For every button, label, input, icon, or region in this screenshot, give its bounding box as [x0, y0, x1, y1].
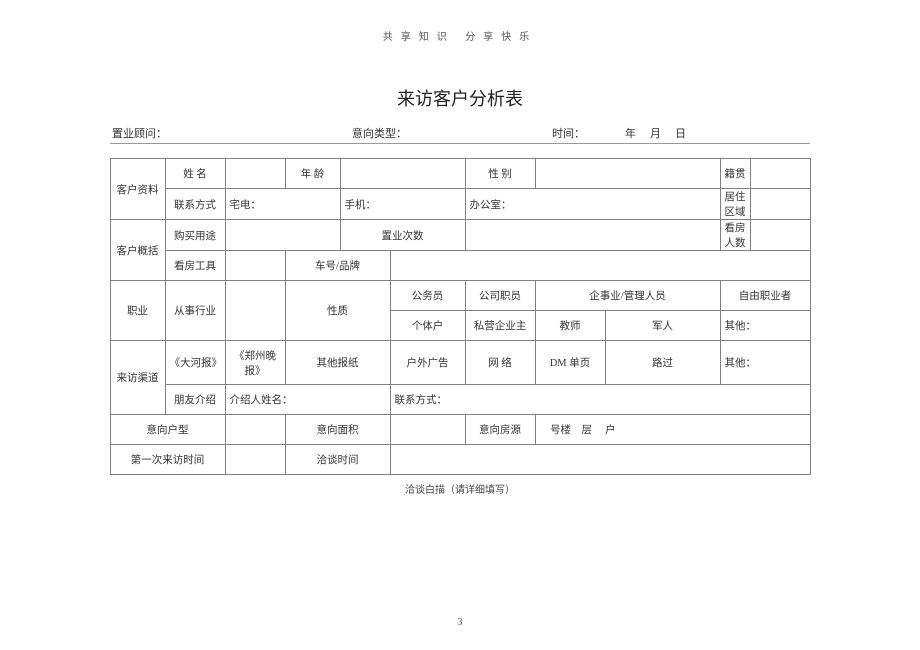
car-label: 车号/品牌 — [285, 251, 390, 281]
occ-civil: 公务员 — [390, 281, 465, 311]
ch-other-paper: 其他报纸 — [285, 341, 390, 385]
table-row: 朋友介绍 介绍人姓名： 联系方式： — [110, 385, 810, 415]
ch-net: 网 络 — [465, 341, 535, 385]
page-number: 3 — [0, 617, 920, 628]
time-rest: 年 月 日 — [625, 125, 686, 141]
type-label: 意向类型： — [352, 125, 552, 141]
viewers-value — [750, 220, 810, 251]
section-occupation: 职业 — [110, 281, 165, 341]
unit-type-label: 意向户型 — [110, 415, 225, 445]
tool-label: 看房工具 — [165, 251, 225, 281]
occ-soldier: 军人 — [605, 311, 720, 341]
source-label: 意向房源 — [465, 415, 535, 445]
table-row: 职业 从事行业 性质 公务员 公司职员 企事业/管理人员 自由职业者 — [110, 281, 810, 311]
table-row: 客户资料 姓 名 年 龄 性 别 籍贯 — [110, 159, 810, 189]
customer-analysis-table: 客户资料 姓 名 年 龄 性 别 籍贯 联系方式 宅电： 手机： 办公室： 居住… — [110, 158, 811, 475]
ch-dahe: 《大河报》 — [165, 341, 225, 385]
tool-value — [225, 251, 285, 281]
year-label: 年 — [625, 125, 636, 141]
occ-self: 个体户 — [390, 311, 465, 341]
page-title: 来访客户分析表 — [0, 85, 920, 111]
floor-label: 层 — [582, 425, 593, 436]
month-label: 月 — [650, 125, 661, 141]
table-row: 联系方式 宅电： 手机： 办公室： 居住区域 — [110, 189, 810, 220]
ch-outdoor: 户外广告 — [390, 341, 465, 385]
industry-label: 从事行业 — [165, 281, 225, 341]
first-visit-label: 第一次来访时间 — [110, 445, 225, 475]
origin-value — [750, 159, 810, 189]
times-label: 置业次数 — [340, 220, 465, 251]
sex-value — [535, 159, 720, 189]
page-header: 共享知识 分享快乐 — [0, 0, 920, 43]
car-value — [390, 251, 810, 281]
ch-passby: 路过 — [605, 341, 720, 385]
occ-enterprise: 企事业/管理人员 — [535, 281, 720, 311]
live-area-label: 居住区域 — [720, 189, 750, 220]
area-label: 意向面积 — [285, 415, 390, 445]
purpose-label: 购买用途 — [165, 220, 225, 251]
unit-type-value — [225, 415, 285, 445]
name-value — [225, 159, 285, 189]
viewers-label: 看房人数 — [720, 220, 750, 251]
ch-other: 其他： — [720, 341, 810, 385]
occ-teacher: 教师 — [535, 311, 605, 341]
slogan-text: 共享知识 分享快乐 — [383, 32, 538, 43]
age-value — [340, 159, 465, 189]
ch-friend: 朋友介绍 — [165, 385, 225, 415]
table-row: 来访渠道 《大河报》 《郑州晚报》 其他报纸 户外广告 网 络 DM 单页 路过… — [110, 341, 810, 385]
office: 办公室： — [465, 189, 720, 220]
contact-label: 联系方式 — [165, 189, 225, 220]
page-number-text: 3 — [458, 617, 463, 628]
talk-time-label: 洽谈时间 — [285, 445, 390, 475]
first-visit-value — [225, 445, 285, 475]
section-channel: 来访渠道 — [110, 341, 165, 415]
intro-contact: 联系方式： — [390, 385, 810, 415]
purpose-value — [225, 220, 340, 251]
ch-zhengzhou: 《郑州晚报》 — [225, 341, 285, 385]
origin-label: 籍贯 — [720, 159, 750, 189]
table-row: 看房工具 车号/品牌 — [110, 251, 810, 281]
intro-name: 介绍人姓名： — [225, 385, 390, 415]
section-customer-summary: 客户概括 — [110, 220, 165, 281]
source-detail: 号楼 层 户 — [535, 415, 810, 445]
time-group: 时间： 年 月 日 — [552, 125, 808, 141]
area-value — [390, 415, 465, 445]
home-tel: 宅电： — [225, 189, 340, 220]
consultant-label: 置业顾问： — [112, 125, 352, 141]
nature-label: 性质 — [285, 281, 390, 341]
unit-label: 户 — [605, 425, 616, 436]
meta-line: 置业顾问： 意向类型： 时间： 年 月 日 — [110, 125, 810, 144]
talk-time-value — [390, 445, 810, 475]
table-row: 意向户型 意向面积 意向房源 号楼 层 户 — [110, 415, 810, 445]
table-row: 第一次来访时间 洽谈时间 — [110, 445, 810, 475]
title-text: 来访客户分析表 — [397, 89, 523, 109]
age-label: 年 龄 — [285, 159, 340, 189]
section-customer-info: 客户资料 — [110, 159, 165, 220]
ch-dm: DM 单页 — [535, 341, 605, 385]
time-label: 时间： — [552, 125, 585, 141]
mobile: 手机： — [340, 189, 465, 220]
building-label: 号楼 — [550, 425, 571, 436]
occ-other: 其他： — [720, 311, 810, 341]
footer-note-text: 洽谈白描（请详细填写） — [405, 485, 515, 496]
day-label: 日 — [675, 125, 686, 141]
name-label: 姓 名 — [165, 159, 225, 189]
live-area-value — [750, 189, 810, 220]
occ-company: 公司职员 — [465, 281, 535, 311]
industry-value — [225, 281, 285, 341]
occ-freelance: 自由职业者 — [720, 281, 810, 311]
footer-note: 洽谈白描（请详细填写） — [0, 481, 920, 496]
occ-private: 私营企业主 — [465, 311, 535, 341]
times-value — [465, 220, 720, 251]
sex-label: 性 别 — [465, 159, 535, 189]
table-row: 客户概括 购买用途 置业次数 看房人数 — [110, 220, 810, 251]
